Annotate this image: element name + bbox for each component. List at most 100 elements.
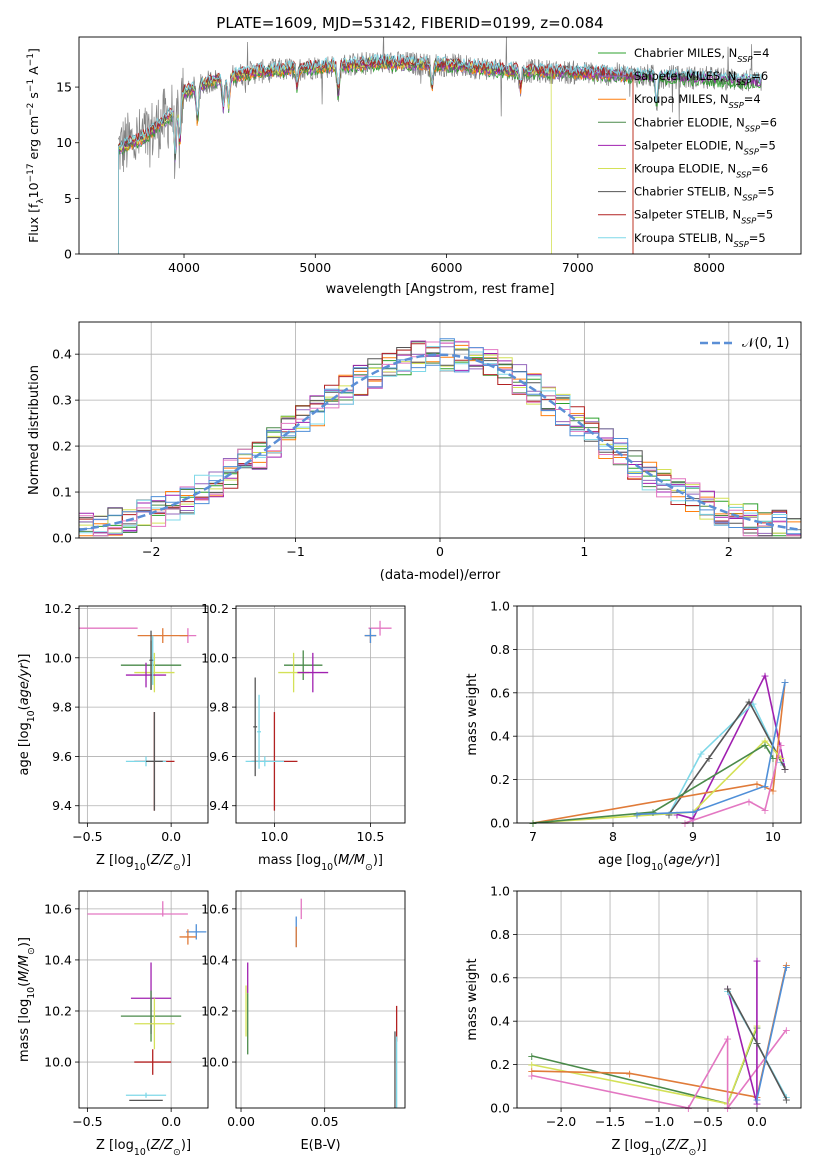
y-tick-label: 10.2: [44, 601, 72, 616]
weight-age-xlabel: age [log10(age/yr)]: [598, 853, 720, 873]
x-tick-label: 8: [609, 829, 617, 844]
y-tick-label: 9.4: [209, 798, 229, 813]
age_vs_mass-axes: [232, 606, 405, 827]
age-Z-ylabel: age [log10(age/yr)]: [17, 653, 37, 775]
weight-age-marker: +: [776, 752, 785, 765]
y-tick-label: 10.0: [44, 1055, 72, 1070]
y-tick-label: 0.1: [52, 485, 72, 500]
y-tick-label: 0.4: [490, 1014, 510, 1029]
weight-Z-marker: +: [752, 1098, 761, 1111]
axes-frame: [235, 890, 406, 1109]
weight-age-marker: +: [760, 739, 769, 752]
weight-Z-marker: +: [625, 1067, 634, 1080]
y-tick-label: 0.4: [490, 729, 510, 744]
mass-ebv-xlabel: E(B-V): [300, 1138, 340, 1153]
y-tick-label: 0.6: [490, 685, 510, 700]
weight-age-marker: +: [744, 795, 753, 808]
y-tick-label: 10.0: [201, 1055, 229, 1070]
weight-Z-marker: +: [527, 1065, 536, 1078]
weight-Z-marker: +: [527, 1059, 536, 1072]
weight-Z-line-5: [726, 960, 758, 1104]
axes-frame: [516, 605, 802, 824]
y-tick-label: 10.0: [44, 650, 72, 665]
weight-age-marker: +: [664, 808, 673, 821]
weight-Z-marker: +: [782, 1024, 791, 1037]
y-tick-label: 10.6: [44, 901, 72, 916]
mass_vs_ebv-axes: [232, 891, 405, 1112]
legend-entry-5: Salpeter ELODIE, NSSP=5: [634, 138, 776, 156]
weight-Z-marker: +: [752, 954, 761, 967]
x-tick-label: 10.0: [260, 829, 288, 844]
weight-age-marker: +: [760, 669, 769, 682]
legend-entry-3: Kroupa MILES, NSSP=4: [634, 92, 761, 110]
x-tick-label: −1.0: [644, 1114, 674, 1129]
y-tick-label: 0.8: [490, 642, 510, 657]
legend-entry-4: Chabrier ELODIE, NSSP=6: [634, 115, 777, 133]
axes-frame: [78, 321, 802, 539]
weight-Z-line-8: [756, 966, 788, 1100]
weight-age-marker: +: [776, 739, 785, 752]
x-tick-label: −1: [286, 544, 304, 559]
weight-age-line-2: [668, 702, 782, 815]
weight-age-marker: +: [632, 808, 641, 821]
weight-Z-marker: +: [527, 1069, 536, 1082]
weight-age-marker: +: [704, 752, 713, 765]
weight-age-marker: +: [760, 735, 769, 748]
weight-age-marker: +: [528, 817, 537, 830]
weight-age-marker: +: [744, 695, 753, 708]
weight-age-marker: +: [696, 748, 705, 761]
x-tick-label: 7: [529, 829, 537, 844]
weight-age-marker: +: [768, 784, 777, 797]
weight-age-marker: +: [760, 780, 769, 793]
age_vs_Z-axes: [75, 606, 208, 827]
x-tick-label: 1: [580, 544, 588, 559]
y-tick-label: 0.2: [490, 1057, 510, 1072]
weight-age-marker: +: [780, 763, 789, 776]
weight-age-line-4: [532, 681, 786, 823]
y-tick-label: 0.3: [52, 393, 72, 408]
age-mass-xlabel: mass [log10(M/M⊙)]: [258, 853, 383, 873]
weight-age-line-8: [636, 681, 786, 816]
weight-Z-marker: +: [723, 1102, 732, 1115]
axes-frame: [78, 605, 209, 824]
x-tick-label: 0.0: [161, 829, 181, 844]
age-Z-xlabel: Z [log10(Z/Z⊙)]: [96, 853, 191, 873]
weight-age-marker: +: [780, 763, 789, 776]
weight-age-marker: +: [528, 817, 537, 830]
axes-frame: [235, 605, 406, 824]
y-tick-label: 10: [56, 135, 72, 150]
mass-Z-ylabel: mass [log10(M/M⊙)]: [17, 937, 37, 1062]
weight-Z-marker: +: [752, 1093, 761, 1106]
y-tick-label: 0.2: [52, 439, 72, 454]
weight-age-marker: +: [680, 817, 689, 830]
spectrum-ylabel: Flux [fλ10−17 erg cm−2 s−1 A−1]: [26, 48, 46, 243]
mass-Z-xlabel: Z [log10(Z/Z⊙)]: [96, 1138, 191, 1158]
x-tick-label: 5000: [299, 260, 331, 275]
x-tick-label: −2.0: [546, 1114, 576, 1129]
weight-age-marker: +: [780, 676, 789, 689]
weight-Z-marker: +: [684, 1102, 693, 1115]
x-tick-label: 0: [436, 544, 444, 559]
weight-age-marker: +: [672, 808, 681, 821]
weight-Z-marker: +: [782, 959, 791, 972]
weight-age-marker: +: [748, 698, 757, 711]
y-tick-label: 5: [64, 191, 72, 206]
x-tick-label: 0.0: [747, 1114, 767, 1129]
x-tick-label: 6000: [431, 260, 463, 275]
gaussian-curve: [79, 353, 801, 532]
y-tick-label: 0.0: [52, 531, 72, 546]
spectrum-model-line-9: [118, 53, 762, 254]
weight-Z-xlabel: Z [log10(Z/Z⊙)]: [611, 1138, 706, 1158]
y-tick-label: 9.8: [209, 700, 229, 715]
legend-entry-8: Salpeter STELIB, NSSP=5: [634, 208, 773, 226]
weight-Z-marker: +: [782, 961, 791, 974]
legend-entry-9: Kroupa STELIB, NSSP=5: [634, 231, 766, 249]
x-tick-label: 0.00: [227, 1114, 255, 1129]
weight-Z-marker: +: [752, 1037, 761, 1050]
weight-Z-marker: +: [527, 1050, 536, 1063]
axes-frame: [516, 890, 802, 1109]
y-tick-label: 15: [56, 80, 72, 95]
x-tick-label: −0.5: [693, 1114, 723, 1129]
residuals-ylabel: Normed distribution: [27, 365, 42, 495]
weight-Z-marker: +: [782, 1093, 791, 1106]
